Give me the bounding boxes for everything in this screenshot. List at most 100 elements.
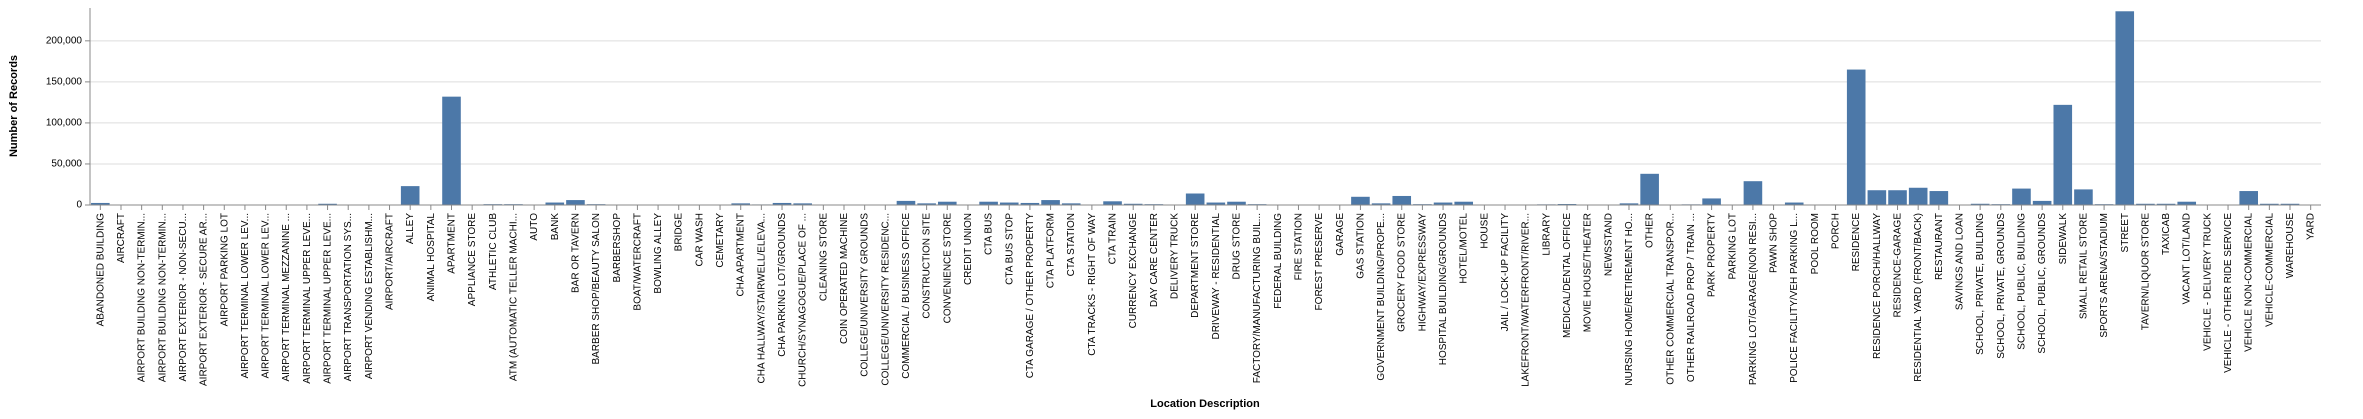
x-tick-label: GAS STATION — [1355, 213, 1366, 279]
x-tick-label: VACANT LOT/LAND — [2182, 213, 2193, 304]
x-tick-label: AIRPORT TRANSPORTATION SYS... — [343, 213, 354, 381]
x-tick-label: FEDERAL BUILDING — [1273, 213, 1284, 309]
x-tick-label: BANK — [550, 213, 561, 241]
x-tick-label: SMALL RETAIL STORE — [2078, 213, 2089, 319]
x-tick-label: HIGHWAY/EXPRESSWAY — [1417, 213, 1428, 332]
x-tick-label: APARTMENT — [447, 213, 458, 274]
y-tick-label: 50,000 — [51, 159, 82, 170]
x-tick-label: RESIDENCE — [1851, 213, 1862, 272]
x-tick-label: CTA STATION — [1066, 213, 1077, 276]
x-tick-label: VEHICLE-COMMERCIAL — [2264, 213, 2275, 327]
x-tick-label: ANIMAL HOSPITAL — [426, 213, 437, 302]
x-tick-label: COIN OPERATED MACHINE — [839, 213, 850, 344]
x-tick-label: CAR WASH — [694, 213, 705, 267]
x-tick-label: CLEANING STORE — [818, 213, 829, 301]
x-tick-label: CONSTRUCTION SITE — [922, 213, 933, 319]
x-tick-label: GARAGE — [1335, 213, 1346, 256]
x-tick-label: PORCH — [1831, 213, 1842, 249]
y-tick-label: 100,000 — [46, 118, 83, 129]
x-tick-label: AIRPORT BUILDING NON-TERMIN... — [137, 213, 148, 382]
x-tick-label: ATHLETIC CLUB — [488, 213, 499, 290]
x-tick-label: AIRPORT TERMINAL LOWER LEV... — [261, 213, 272, 378]
x-tick-label: SPORTS ARENA/STADIUM — [2099, 213, 2110, 338]
bar — [566, 200, 585, 205]
x-tick-label: COLLEGE/UNIVERSITY GROUNDS — [860, 213, 871, 377]
x-tick-label: VEHICLE NON-COMMERCIAL — [2244, 213, 2255, 352]
x-tick-label: SIDEWALK — [2058, 213, 2069, 265]
bar — [1868, 190, 1887, 205]
bar — [1909, 188, 1928, 205]
x-tick-label: GOVERNMENT BUILDING/PROPE... — [1376, 213, 1387, 381]
x-tick-label: CURRENCY EXCHANGE — [1128, 213, 1139, 329]
x-tick-label: CEMETARY — [715, 213, 726, 268]
x-tick-label: FOREST PRESERVE — [1314, 213, 1325, 311]
bar — [2115, 11, 2134, 205]
x-tick-label: SCHOOL, PRIVATE, BUILDING — [1975, 213, 1986, 355]
bar — [1930, 191, 1949, 205]
x-tick-label: AIRPORT PARKING LOT — [219, 213, 230, 326]
y-tick-label: 0 — [76, 200, 82, 211]
x-tick-label: BARBER SHOP/BEAUTY SALON — [591, 213, 602, 365]
x-tick-label: SCHOOL, PUBLIC, BUILDING — [2016, 213, 2027, 350]
x-axis-title: Location Description — [1150, 398, 1260, 410]
bar — [1888, 190, 1907, 205]
x-tick-label: SCHOOL, PRIVATE, GROUNDS — [1996, 213, 2007, 359]
x-tick-label: SAVINGS AND LOAN — [1954, 213, 1965, 310]
bar — [2074, 189, 2093, 205]
x-tick-label: PARKING LOT/GARAGE(NON RESI... — [1748, 213, 1759, 385]
x-tick-label: CHA PARKING LOT/GROUNDS — [777, 213, 788, 357]
bar — [2033, 201, 2052, 205]
x-tick-label: CTA PLATFORM — [1046, 213, 1057, 288]
x-tick-label: CHA APARTMENT — [736, 213, 747, 297]
x-tick-label: CTA TRACKS - RIGHT OF WAY — [1087, 213, 1098, 356]
x-tick-label: VEHICLE - OTHER RIDE SERVICE — [2223, 213, 2234, 373]
x-tick-label: MEDICAL/DENTAL OFFICE — [1562, 213, 1573, 338]
x-tick-label: TAXICAB — [2161, 213, 2172, 255]
bar — [2239, 191, 2258, 205]
x-tick-label: OTHER COMMERCIAL TRANSPOR... — [1665, 213, 1676, 385]
x-tick-label: CONVENIENCE STORE — [942, 213, 953, 324]
bar — [1186, 194, 1205, 205]
x-tick-label: AIRPORT EXTERIOR - SECURE AR... — [199, 213, 210, 386]
bar — [1640, 174, 1659, 205]
x-tick-label: AIRPORT TERMINAL MEZZANINE ... — [281, 213, 292, 382]
y-axis-title: Number of Records — [8, 55, 20, 157]
x-tick-label: CTA BUS — [984, 213, 995, 255]
x-tick-label: CHURCH/SYNAGOGUE/PLACE OF ... — [798, 213, 809, 387]
bar — [1392, 196, 1411, 205]
x-tick-label: BARBERSHOP — [612, 213, 623, 283]
x-tick-label: AIRPORT TERMINAL UPPER LEVE... — [323, 213, 334, 384]
x-tick-label: CTA TRAIN — [1108, 213, 1119, 264]
x-tick-label: SCHOOL, PUBLIC, GROUNDS — [2037, 213, 2048, 354]
x-tick-label: CHA HALLWAY/STAIRWELL/ELEVA... — [756, 213, 767, 383]
bar — [401, 186, 420, 205]
x-tick-label: ABANDONED BUILDING — [95, 213, 106, 327]
x-tick-label: POLICE FACILITY/VEH PARKING L... — [1789, 213, 1800, 383]
x-tick-label: PARKING LOT — [1727, 213, 1738, 280]
x-tick-label: DRIVEWAY - RESIDENTIAL — [1211, 213, 1222, 340]
x-tick-label: BOWLING ALLEY — [653, 213, 664, 294]
x-tick-label: WAREHOUSE — [2285, 213, 2296, 279]
x-tick-label: PARK PROPERTY — [1707, 213, 1718, 297]
bar — [897, 201, 916, 205]
x-tick-label: MOVIE HOUSE/THEATER — [1583, 213, 1594, 332]
x-tick-label: LAKEFRONT/WATERFRONT/RIVER... — [1521, 213, 1532, 387]
x-tick-label: FACTORY/MANUFACTURING BUIL... — [1252, 213, 1263, 383]
bar — [2053, 105, 2072, 205]
bar — [2012, 189, 2031, 205]
bar — [442, 97, 461, 205]
x-tick-label: DEPARTMENT STORE — [1190, 213, 1201, 318]
x-tick-label: NURSING HOME/RETIREMENT HO... — [1624, 213, 1635, 386]
bar — [1041, 200, 1060, 205]
x-tick-label: OTHER — [1645, 213, 1656, 248]
x-tick-label: LIBRARY — [1541, 213, 1552, 256]
x-tick-label: ATM (AUTOMATIC TELLER MACHI... — [508, 213, 519, 381]
x-tick-label: AIRPORT BUILDING NON-TERMIN... — [157, 213, 168, 382]
x-tick-label: AIRPORT TERMINAL LOWER LEV... — [240, 213, 251, 378]
x-tick-label: VEHICLE - DELIVERY TRUCK — [2202, 213, 2213, 351]
x-tick-label: OTHER RAILROAD PROP / TRAIN ... — [1686, 213, 1697, 382]
x-tick-label: AIRPORT EXTERIOR - NON-SECU... — [178, 213, 189, 382]
x-tick-label: CREDIT UNION — [963, 213, 974, 285]
y-tick-label: 200,000 — [46, 35, 83, 46]
